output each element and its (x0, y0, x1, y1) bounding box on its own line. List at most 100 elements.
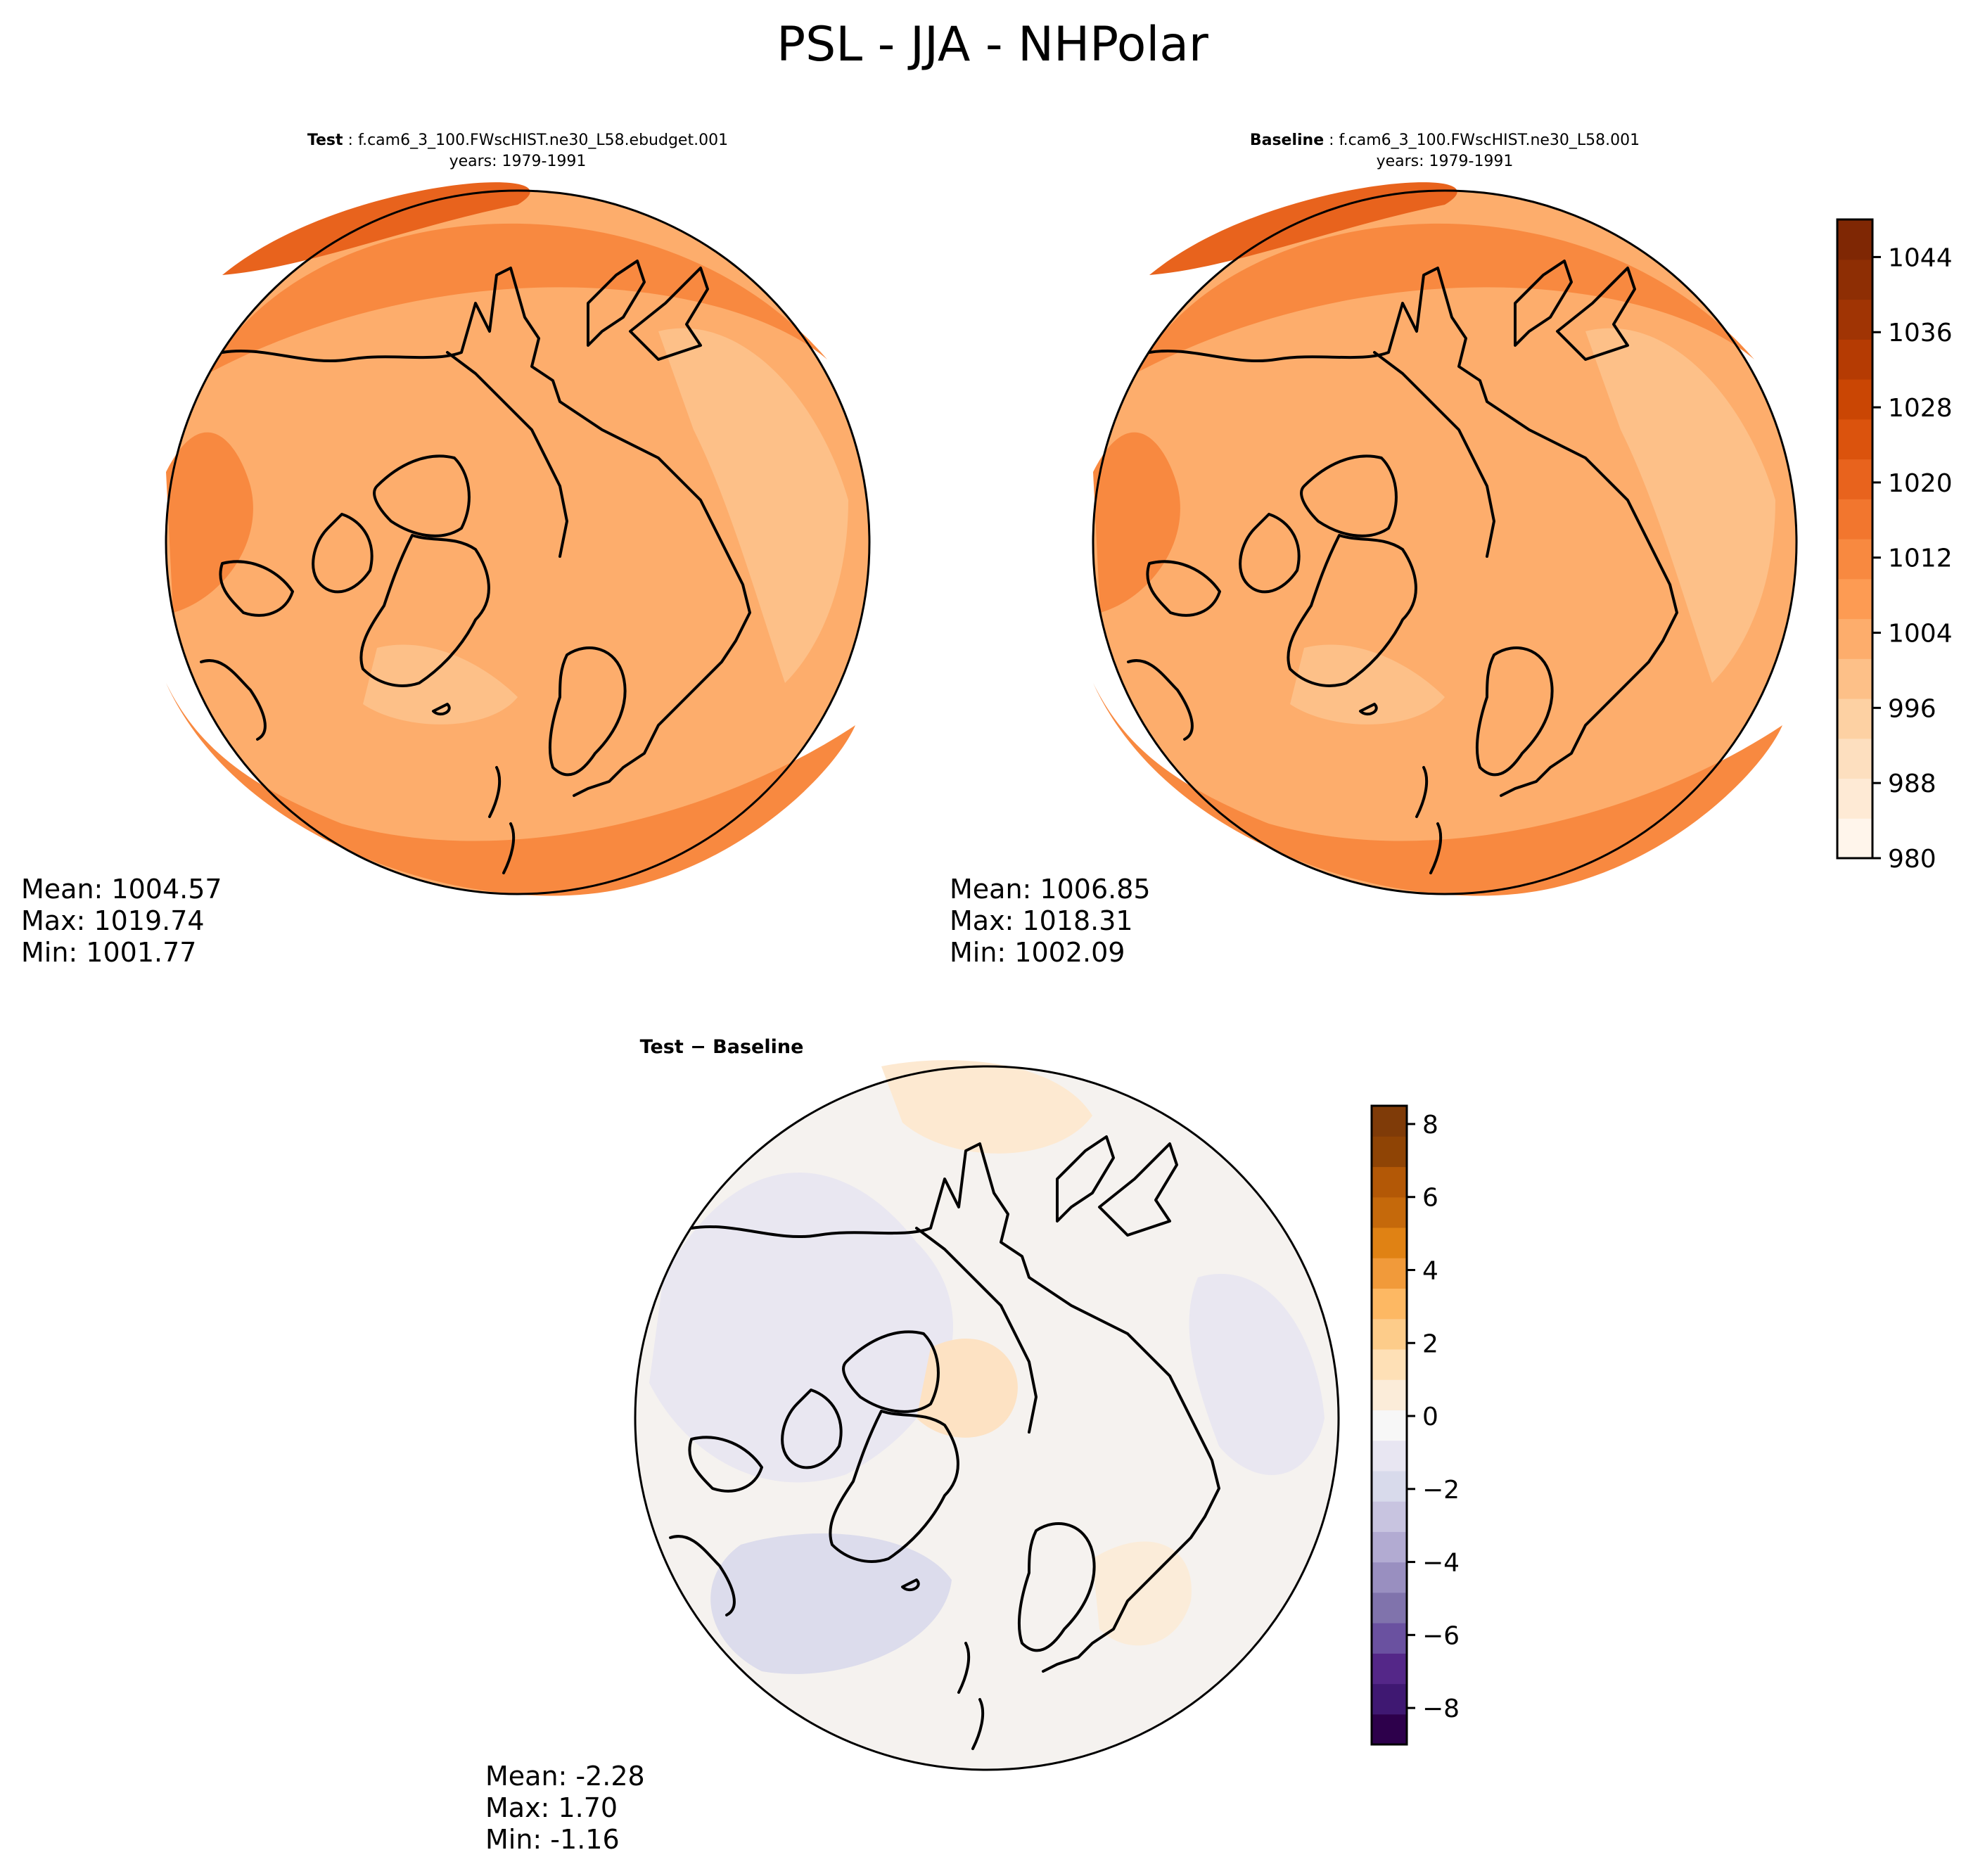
diff-colorbar-frame (1370, 1104, 1408, 1746)
diff-mean: Mean: -2.28 (485, 1761, 645, 1792)
test-map-low-south (363, 644, 518, 725)
test-max: Max: 1019.74 (21, 905, 205, 936)
diff-colorbar-tick-label: 2 (1422, 1329, 1438, 1358)
main-colorbar-segment (1837, 459, 1872, 499)
main-colorbar-tick-label: 988 (1888, 770, 1936, 798)
diff-colorbar-segment (1372, 1106, 1407, 1137)
main-colorbar-segment (1837, 778, 1872, 819)
test-case-name: f.cam6_3_100.FWscHIST.ne30_L58.ebudget.0… (358, 132, 728, 149)
diff-map-negative-south (710, 1533, 952, 1674)
baseline-max: Max: 1018.31 (950, 905, 1133, 936)
main-colorbar-tick-label: 1004 (1888, 620, 1953, 649)
diff-colorbar: 8 6 4 2 0 −2 −4 −6 −8 (1370, 1104, 1460, 1746)
test-map (165, 182, 871, 896)
diff-colorbar-segment (1372, 1531, 1407, 1563)
diff-colorbar-segment (1372, 1410, 1407, 1441)
diff-colorbar-segment (1372, 1653, 1407, 1685)
diff-colorbar-tick-label: 4 (1422, 1256, 1438, 1285)
test-map-max-region (222, 182, 530, 275)
diff-colorbar-segment (1372, 1288, 1407, 1320)
test-map-high-north (208, 223, 827, 374)
main-colorbar-frame (1836, 218, 1874, 860)
main-colorbar-segment (1837, 219, 1872, 260)
main-colorbar-segment (1837, 339, 1872, 380)
diff-colorbar-segment (1372, 1348, 1407, 1380)
diff-colorbar-tick-label: 0 (1422, 1403, 1438, 1431)
test-map-high-south (166, 683, 855, 896)
baseline-map-low-south (1290, 644, 1445, 725)
diff-colorbar-segment (1372, 1592, 1407, 1623)
main-colorbar-segment (1837, 379, 1872, 420)
diff-colorbar-tick-label: −8 (1422, 1695, 1460, 1723)
baseline-min: Min: 1002.09 (950, 937, 1125, 968)
baseline-map-max-region (1149, 182, 1457, 275)
diff-map (634, 1060, 1340, 1771)
diff-colorbar-segment (1372, 1197, 1407, 1228)
main-colorbar-tick-label: 1020 (1888, 469, 1953, 498)
baseline-map-high-north (1135, 223, 1754, 374)
baseline-map-low-east (1585, 328, 1775, 683)
test-map-boundary (165, 189, 871, 895)
main-colorbar-segment (1837, 818, 1872, 859)
main-colorbar-tick-label: 980 (1888, 845, 1936, 874)
main-colorbar-segment (1837, 499, 1872, 540)
test-label: Test (307, 132, 343, 149)
diff-max: Max: 1.70 (485, 1792, 618, 1823)
diff-map-positive-center (917, 1339, 1018, 1438)
diff-colorbar-tick-label: 6 (1422, 1184, 1438, 1213)
main-colorbar-tick-label: 1044 (1888, 243, 1953, 272)
test-map-high-west (166, 432, 253, 613)
diff-colorbar-segment (1372, 1501, 1407, 1532)
diff-panel: Test − Baseline Mean: -2.28 Max: 1.70 Mi… (485, 1036, 1340, 1855)
baseline-colon: : (1324, 132, 1339, 149)
diff-map-positive-north (881, 1060, 1092, 1154)
diff-min: Min: -1.16 (485, 1824, 620, 1855)
main-colorbar-tick-label: 996 (1888, 694, 1936, 723)
diff-map-negative-east (1189, 1274, 1325, 1475)
baseline-map-boundary (1092, 189, 1798, 895)
diff-panel-title: Test − Baseline (640, 1036, 804, 1058)
test-panel: Test : f.cam6_3_100.FWscHIST.ne30_L58.eb… (21, 132, 871, 968)
diff-colorbar-segment (1372, 1258, 1407, 1289)
diff-colorbar-segment (1372, 1623, 1407, 1654)
baseline-panel: Baseline : f.cam6_3_100.FWscHIST.ne30_L5… (950, 132, 1798, 968)
diff-colorbar-tick-label: −2 (1422, 1476, 1460, 1505)
test-years: years: 1979-1991 (449, 153, 587, 170)
diff-map-boundary (634, 1065, 1340, 1771)
main-colorbar-segment (1837, 738, 1872, 779)
main-colorbar-segment (1837, 299, 1872, 340)
main-colorbar-segment (1837, 698, 1872, 739)
main-colorbar-segment (1837, 578, 1872, 620)
main-colorbar: 1044 1036 1028 1020 1012 1004 996 988 980 (1836, 218, 1953, 874)
test-panel-title: Test : f.cam6_3_100.FWscHIST.ne30_L58.eb… (307, 132, 728, 149)
main-colorbar-tick-label: 1012 (1888, 544, 1953, 573)
test-min: Min: 1001.77 (21, 937, 196, 968)
test-mean: Mean: 1004.57 (21, 874, 222, 905)
main-colorbar-segment (1837, 259, 1872, 300)
baseline-panel-title: Baseline : f.cam6_3_100.FWscHIST.ne30_L5… (1250, 132, 1640, 149)
baseline-years: years: 1979-1991 (1377, 153, 1514, 170)
diff-colorbar-segment (1372, 1470, 1407, 1502)
main-colorbar-tick-label: 1028 (1888, 394, 1953, 423)
diff-colorbar-tick-label: 8 (1422, 1111, 1438, 1140)
diff-colorbar-segment (1372, 1166, 1407, 1198)
baseline-map (1092, 182, 1798, 896)
main-colorbar-segment (1837, 658, 1872, 699)
diff-colorbar-segment (1372, 1562, 1407, 1593)
diff-colorbar-segment (1372, 1714, 1407, 1745)
diff-colorbar-segment (1372, 1440, 1407, 1472)
test-map-low-east (658, 328, 848, 683)
test-colon: : (343, 132, 358, 149)
main-colorbar-segment (1837, 419, 1872, 460)
diff-colorbar-segment (1372, 1227, 1407, 1258)
main-colorbar-segment (1837, 539, 1872, 580)
baseline-mean: Mean: 1006.85 (950, 874, 1151, 905)
baseline-map-high-south (1093, 683, 1782, 896)
main-colorbar-tick-label: 1036 (1888, 319, 1953, 347)
baseline-label: Baseline (1250, 132, 1324, 149)
diff-colorbar-segment (1372, 1318, 1407, 1350)
baseline-case-name: f.cam6_3_100.FWscHIST.ne30_L58.001 (1339, 132, 1640, 149)
baseline-map-high-west (1093, 432, 1180, 613)
diff-colorbar-segment (1372, 1379, 1407, 1410)
